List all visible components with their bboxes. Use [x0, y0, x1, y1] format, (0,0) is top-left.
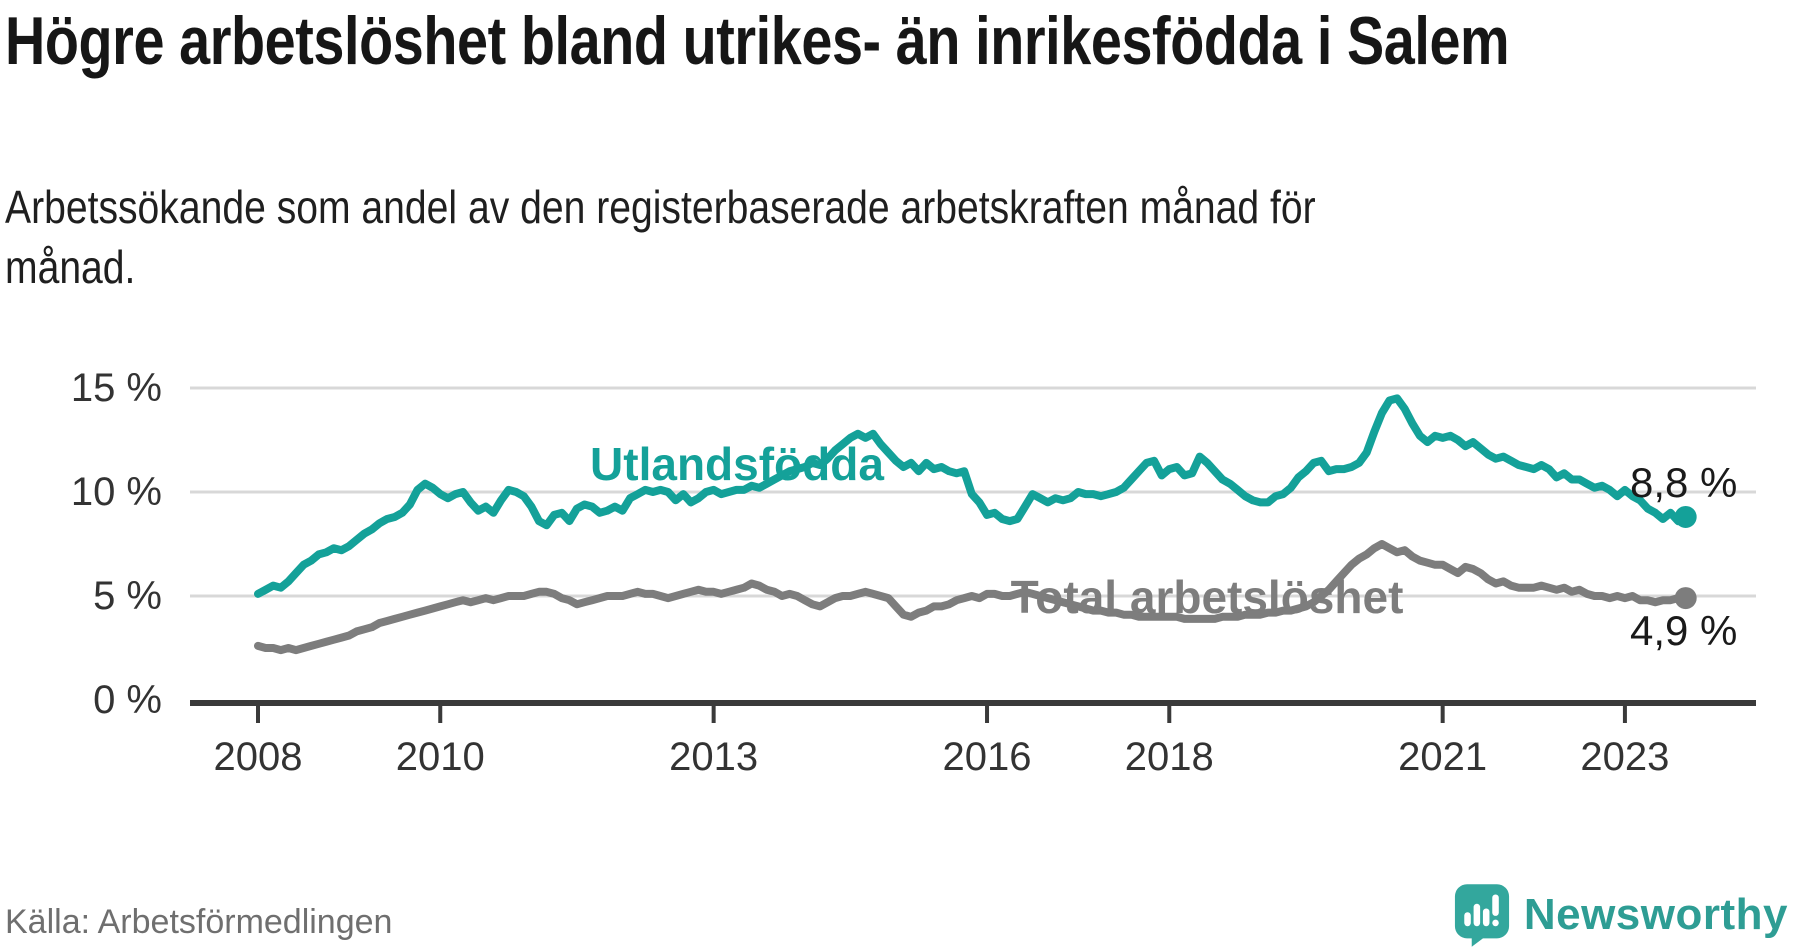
- page-subtitle: Arbetssökande som andel av den registerb…: [5, 181, 1316, 293]
- source-note: Källa: Arbetsförmedlingen: [5, 903, 393, 941]
- y-axis-label-5: 5 %: [93, 574, 162, 618]
- x-axis-label-2010: 2010: [396, 735, 485, 779]
- page-title: Högre arbetslöshet bland utrikes- än inr…: [5, 3, 1510, 79]
- newsworthy-speech-bubble-bar-chart-icon: [1454, 883, 1510, 947]
- x-axis-label-2021: 2021: [1398, 735, 1487, 779]
- end-value-label-total-arbetsloshet: 4,9 %: [1630, 607, 1737, 654]
- x-axis-label-2013: 2013: [669, 735, 758, 779]
- series-end-dot-utlandsfodda: [1674, 505, 1697, 528]
- x-axis-label-2018: 2018: [1125, 735, 1214, 779]
- series-end-dot-total-arbetsloshet: [1674, 587, 1697, 610]
- x-axis-label-2023: 2023: [1580, 735, 1669, 779]
- y-axis-label-10: 10 %: [71, 470, 162, 514]
- y-axis-label-15: 15 %: [71, 366, 162, 410]
- series-line-utlandsfodda: [254, 394, 1690, 598]
- series-line-total-arbetsloshet: [254, 540, 1690, 655]
- x-axis-label-2008: 2008: [214, 735, 303, 779]
- x-axis-label-2016: 2016: [943, 735, 1032, 779]
- newsworthy-logo: Newsworthy: [1454, 882, 1788, 948]
- y-axis-label-0: 0 %: [93, 678, 162, 722]
- newsworthy-wordmark: Newsworthy: [1523, 890, 1788, 939]
- end-value-label-utlandsfodda: 8,8 %: [1630, 459, 1737, 506]
